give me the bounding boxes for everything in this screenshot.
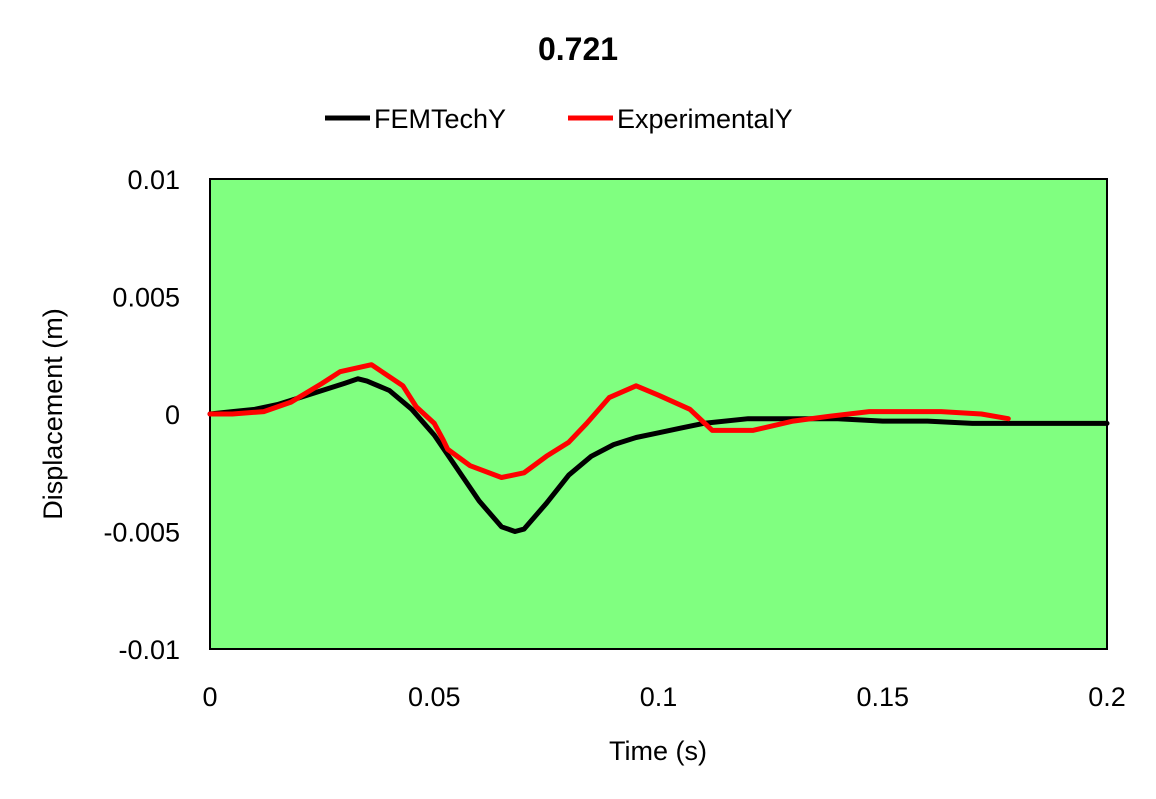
legend-label-experimentaly: ExperimentalY — [617, 104, 793, 134]
x-axis-label: Time (s) — [609, 736, 707, 766]
legend: FEMTechY ExperimentalY — [325, 104, 793, 134]
x-axis-ticks: 0 0.05 0.1 0.15 0.2 — [202, 682, 1125, 712]
legend-label-femtechy: FEMTechY — [374, 104, 506, 134]
y-axis-label: Displacement (m) — [38, 308, 68, 520]
chart-title: 0.721 — [538, 31, 618, 67]
y-tick-label: 0 — [165, 400, 180, 430]
series-layer — [207, 362, 1110, 534]
series-line-experimentaly — [207, 362, 1011, 480]
y-tick-label: -0.005 — [103, 518, 180, 548]
y-axis-ticks: 0.01 0.005 0 -0.005 -0.01 — [103, 165, 180, 665]
x-tick-label: 0.05 — [408, 682, 461, 712]
series-line-femtechy — [207, 376, 1110, 534]
x-tick-label: 0.15 — [856, 682, 909, 712]
x-tick-label: 0.1 — [640, 682, 678, 712]
y-tick-label: 0.01 — [127, 165, 180, 195]
x-tick-label: 0.2 — [1088, 682, 1126, 712]
y-tick-label: 0.005 — [112, 283, 180, 313]
x-tick-label: 0 — [202, 682, 217, 712]
y-tick-label: -0.01 — [118, 635, 180, 665]
